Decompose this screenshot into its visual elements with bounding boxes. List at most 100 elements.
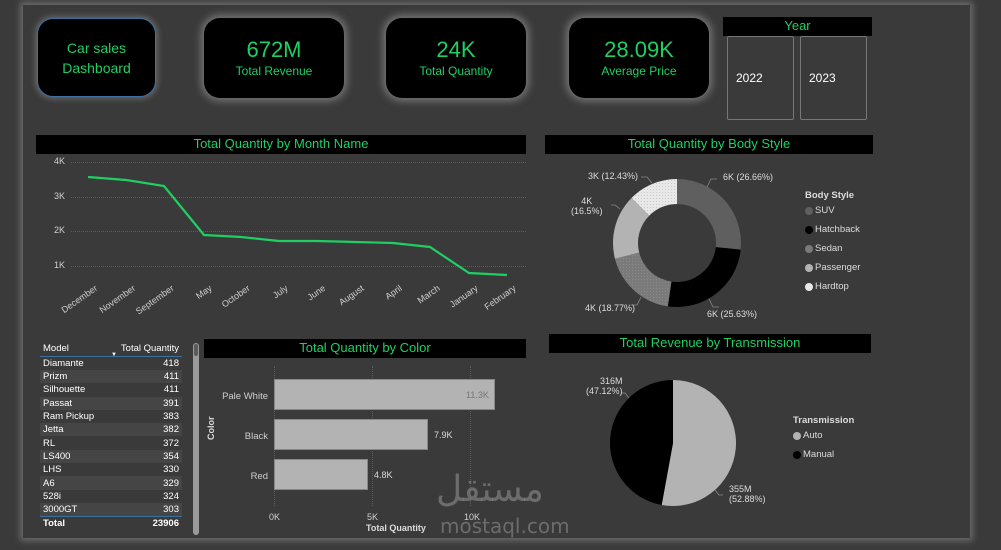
bar-category: Red <box>250 471 268 482</box>
table-row[interactable]: 3000GT 303 <box>40 502 182 517</box>
bar-category: Pale White <box>222 391 268 402</box>
x-tick: October <box>219 283 252 310</box>
year-option-2023[interactable]: 2023 <box>800 36 867 120</box>
slice-passenger <box>612 197 650 259</box>
table-row[interactable]: Diamante 418 <box>43 358 179 369</box>
slice-hatchback <box>667 247 741 308</box>
x-tick: July <box>270 283 290 301</box>
legend-item-manual[interactable]: Manual <box>793 445 854 464</box>
legend-dot-icon <box>793 450 801 459</box>
pie-chart-title: Total Revenue by Transmission <box>549 334 871 353</box>
legend-dot-icon <box>805 282 813 291</box>
legend-item-auto[interactable]: Auto <box>793 426 854 445</box>
kpi-value: 28.09K <box>604 37 674 62</box>
table-row[interactable]: A6 329 <box>40 476 182 490</box>
sort-descending-icon: ▼ <box>110 352 117 358</box>
table-row[interactable]: LHS 330 <box>43 464 179 476</box>
bar-black[interactable] <box>274 419 428 450</box>
x-tick: November <box>97 283 138 316</box>
donut-label-suv: 6K (26.66%) <box>723 172 774 182</box>
table-row[interactable]: RL 372 <box>43 437 179 449</box>
legend-dot-icon <box>805 225 813 234</box>
slice-suv <box>677 179 742 250</box>
year-slicer-title: Year <box>723 17 872 36</box>
bar-category: Black <box>244 431 268 442</box>
line-chart: 4K 3K 2K 1K December November September … <box>36 155 526 325</box>
legend-dot-icon <box>793 431 801 440</box>
x-tick: June <box>306 283 328 303</box>
donut-label-hardtop: 3K (12.43%) <box>588 171 639 181</box>
year-option-2022[interactable]: 2022 <box>727 36 794 120</box>
pie-legend: Transmission Auto Manual <box>793 415 854 464</box>
kpi-label: Average Price <box>601 64 677 78</box>
kpi-value: 672M <box>246 37 302 62</box>
kpi-total-revenue: 672M Total Revenue <box>204 18 344 98</box>
y-tick: 2K <box>54 225 66 235</box>
dashboard-title-line2: Dashboard <box>62 59 131 76</box>
donut-chart-title: Total Quantity by Body Style <box>545 135 873 154</box>
model-table: Model Total Quantity ▼ Diamante 418 Prizm… <box>40 341 190 536</box>
bar-red[interactable] <box>274 459 368 490</box>
bar-value-label: 7.9K <box>434 430 453 440</box>
x-tick: 5K <box>367 512 379 522</box>
x-tick: February <box>482 283 518 312</box>
bar-chart: Color Pale White Black Red 11.3K 7.9K 4.… <box>204 358 526 538</box>
kpi-average-price: 28.09K Average Price <box>569 18 709 98</box>
slice-auto <box>661 380 737 506</box>
legend-item-suv[interactable]: SUV <box>805 201 860 220</box>
table-total-row: Total 23906 <box>40 515 182 530</box>
pie-slices <box>610 380 737 506</box>
legend-dot-icon <box>805 263 813 272</box>
kpi-label: Total Quantity <box>419 64 493 78</box>
table-row[interactable]: Ram Pickup 383 <box>43 411 179 423</box>
column-header-total-quantity[interactable]: Total Quantity ▼ <box>106 341 182 358</box>
table-row[interactable]: Prizm 411 <box>40 370 182 384</box>
watermark-arabic: مستقل <box>436 469 544 510</box>
legend-title: Transmission <box>793 415 855 426</box>
legend-dot-icon <box>805 206 813 215</box>
bar-chart-title: Total Quantity by Color <box>204 339 526 358</box>
line-series <box>87 175 508 277</box>
donut-label-sedan: 4K (18.77%) <box>585 303 636 313</box>
x-tick: 0K <box>269 512 281 522</box>
legend-item-sedan[interactable]: Sedan <box>805 239 860 258</box>
table-row[interactable]: Passat 391 <box>40 396 182 410</box>
table-scrollbar[interactable] <box>193 343 199 535</box>
table-row[interactable]: Jetta 382 <box>40 423 182 437</box>
y-tick: 4K <box>54 156 66 166</box>
pie-chart: 316M (47.12%) 355M (52.88%) Transmission… <box>549 353 871 533</box>
bar-pale-white[interactable] <box>274 379 495 410</box>
x-tick: January <box>447 283 480 310</box>
bar-value-label: 4.8K <box>374 470 393 480</box>
pie-label-manual: 316M (47.12%) <box>586 376 623 396</box>
y-tick: 1K <box>54 260 66 270</box>
line-chart-title: Total Quantity by Month Name <box>36 135 526 154</box>
legend-item-hardtop[interactable]: Hardtop <box>805 277 860 296</box>
table-row[interactable]: 528i 324 <box>43 490 179 502</box>
dashboard-title-line1: Car sales <box>66 39 127 56</box>
donut-legend: Body Style SUV Hatchback Sedan Passenger… <box>805 190 860 296</box>
slice-sedan <box>614 252 672 307</box>
donut-slices <box>611 176 742 308</box>
x-tick: September <box>133 283 176 317</box>
x-tick: April <box>383 283 404 302</box>
legend-item-passenger[interactable]: Passenger <box>805 258 860 277</box>
x-tick: December <box>59 283 100 316</box>
donut-label-hatchback: 6K (25.63%) <box>707 309 758 319</box>
kpi-value: 24K <box>436 37 476 62</box>
donut-label-passenger: 4K (16.5%) <box>571 196 603 216</box>
y-tick: 3K <box>54 191 66 201</box>
donut-chart: 6K (26.66%) 6K (25.63%) 4K (18.77%) 4K (… <box>545 155 873 330</box>
column-header-model[interactable]: Model <box>40 341 107 357</box>
watermark-latin: mostaql.com <box>440 514 570 538</box>
kpi-label: Total Revenue <box>235 64 313 78</box>
legend-item-hatchback[interactable]: Hatchback <box>805 220 860 239</box>
x-tick: May <box>194 283 214 301</box>
table-row[interactable]: Silhouette 411 <box>43 384 179 396</box>
table-row[interactable]: LS400 354 <box>40 449 182 464</box>
y-axis-label: Color <box>206 416 216 441</box>
slice-hardtop <box>631 179 677 216</box>
scrollbar-thumb[interactable] <box>194 344 198 356</box>
kpi-total-quantity: 24K Total Quantity <box>386 18 526 98</box>
x-axis-label: Total Quantity <box>366 523 426 533</box>
